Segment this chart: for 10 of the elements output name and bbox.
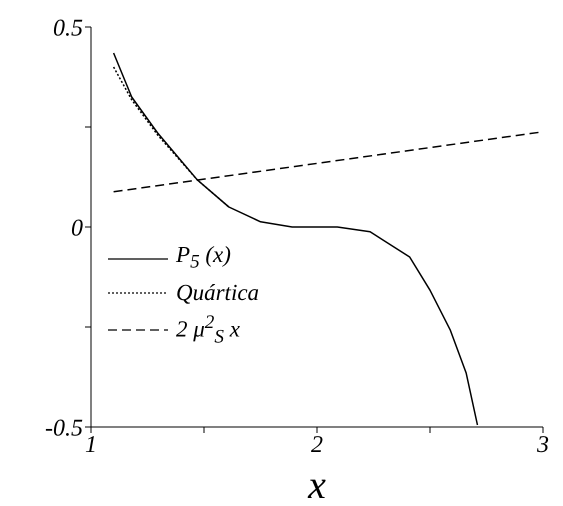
y-tick-label: 0 — [71, 216, 83, 242]
x-tick-label: 1 — [85, 432, 97, 458]
legend-label: Quártica — [176, 278, 260, 307]
legend-label: 2 μ$^{2}$$_{S}$ x — [176, 310, 240, 349]
x-axis-title: x — [307, 462, 326, 506]
y-tick-label: 0.5 — [53, 16, 83, 42]
y-tick-label: -0.5 — [45, 416, 83, 442]
x-tick-label: 3 — [536, 432, 549, 458]
legend-label: P$_{5}$ (x) — [176, 241, 231, 275]
x-tick-label: 2 — [311, 432, 323, 458]
